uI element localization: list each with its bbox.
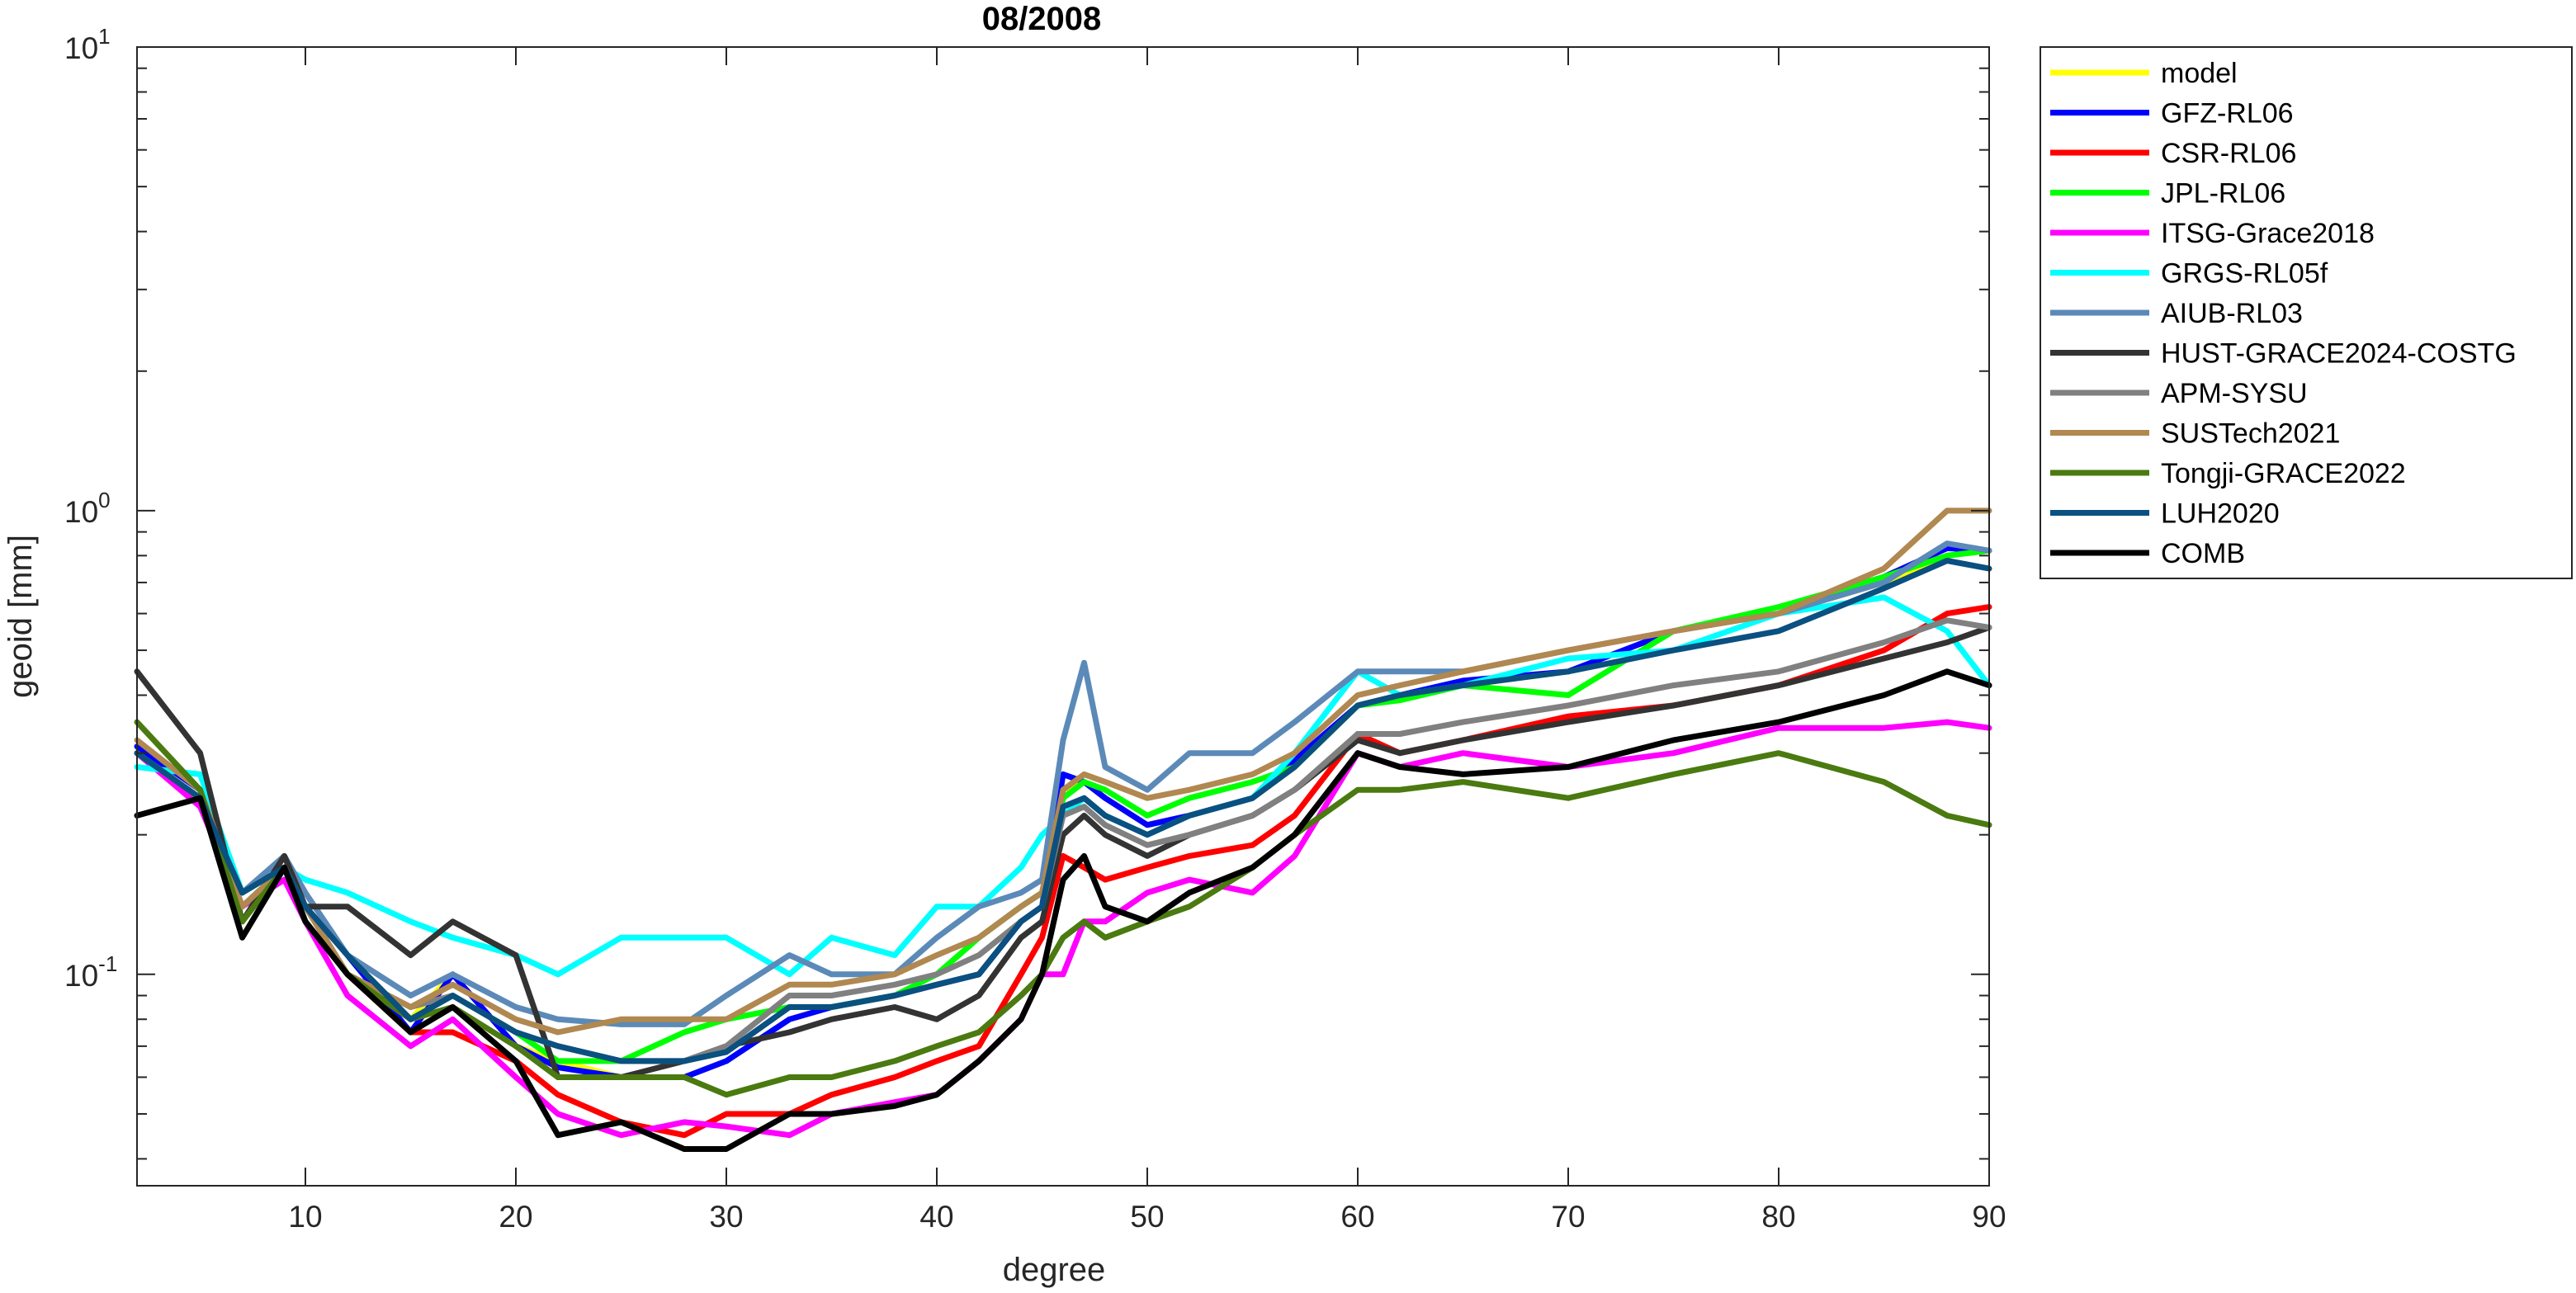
x-tick-label: 70 (1551, 1200, 1585, 1234)
x-axis-label: degree (1003, 1252, 1106, 1288)
x-tick-label: 90 (1972, 1200, 2006, 1234)
legend-label: JPL-RL06 (2161, 178, 2285, 210)
legend-label: CSR-RL06 (2161, 138, 2296, 169)
x-tick-label: 50 (1130, 1200, 1164, 1234)
y-tick-label: 101 (64, 24, 111, 65)
series-line-9 (134, 507, 1992, 1036)
y-tick-label: 10-1 (64, 951, 117, 993)
y-tick-label: 100 (64, 488, 111, 529)
x-tick-label: 30 (709, 1200, 743, 1234)
legend-label: SUSTech2021 (2161, 418, 2340, 450)
x-tick-label: 20 (499, 1200, 532, 1234)
legend-label: COMB (2161, 538, 2245, 569)
x-tick-label: 10 (288, 1200, 322, 1234)
y-axis-label: geoid [mm] (2, 535, 39, 698)
series-line-12 (134, 668, 1992, 1152)
legend-label: AIUB-RL03 (2161, 298, 2303, 329)
series-line-11 (134, 558, 1992, 1064)
x-tick-label: 80 (1761, 1200, 1795, 1234)
legend-label: GFZ-RL06 (2161, 98, 2294, 130)
legend-label: ITSG-Grace2018 (2161, 218, 2375, 249)
legend-label: APM-SYSU (2161, 378, 2308, 409)
series-line-7 (134, 624, 1992, 1080)
x-tick-label: 40 (919, 1200, 953, 1234)
legend-label: Tongji-GRACE2022 (2161, 458, 2406, 489)
plot-frame (136, 46, 1990, 1187)
legend-label: LUH2020 (2161, 498, 2280, 530)
legend: model GFZ-RL06 CSR-RL06 JPL-RL06 ITSG-Grace2… (2040, 46, 2573, 579)
series-lines (134, 507, 1992, 1152)
chart-title: 08/2008 (982, 1, 1102, 37)
legend-label: GRGS-RL05f (2161, 258, 2328, 290)
x-tick-label: 60 (1340, 1200, 1374, 1234)
legend-label: HUST-GRACE2024-COSTG (2161, 338, 2517, 370)
legend-label: model (2161, 58, 2238, 89)
